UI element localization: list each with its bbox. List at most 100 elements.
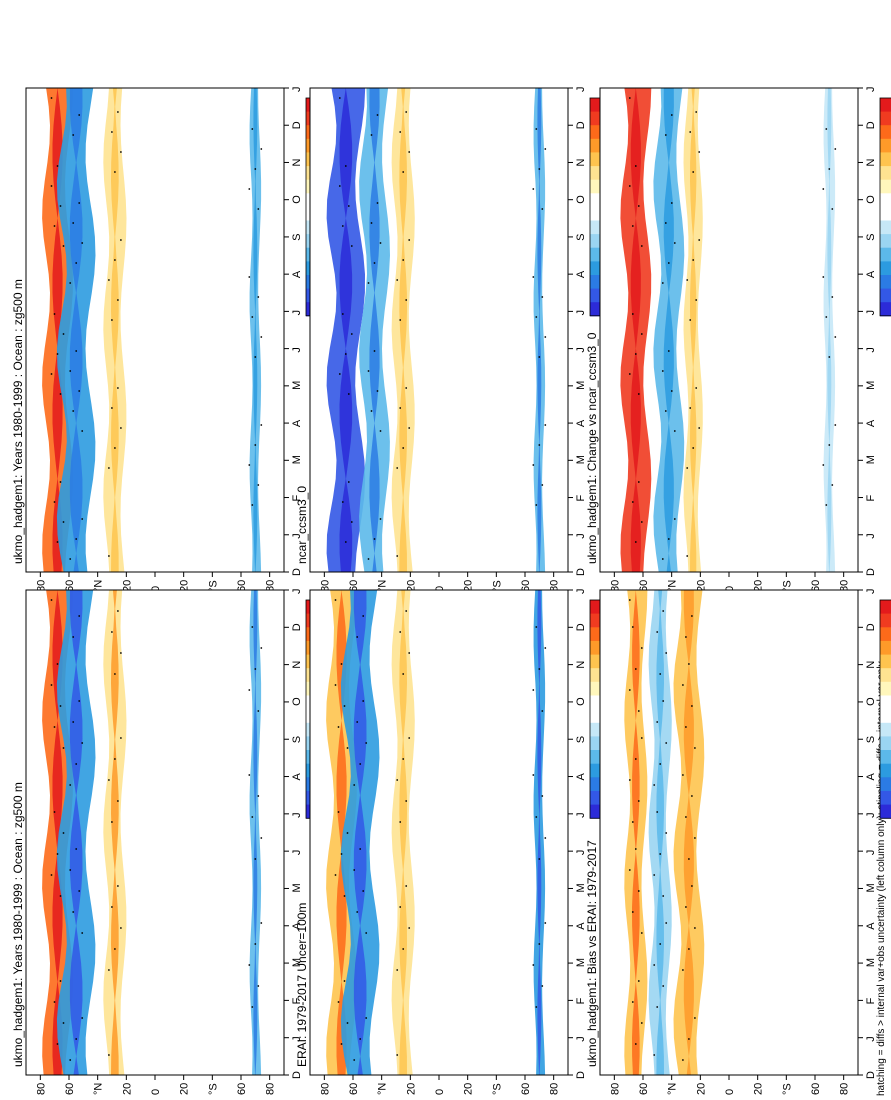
stipple-dot <box>396 555 398 557</box>
stipple-dot <box>405 610 407 612</box>
stipple-dot <box>78 202 80 204</box>
stipple-dot <box>63 832 65 834</box>
stipple-dot <box>641 737 643 739</box>
stipple-dot <box>254 943 256 945</box>
month-tick-label: M <box>865 958 877 967</box>
stipple-dot <box>396 1054 398 1056</box>
month-tick-label: J <box>865 812 877 818</box>
stipple-dot <box>353 784 355 786</box>
lat-tick-label: 20 <box>463 1083 475 1095</box>
stipple-dot <box>694 1017 696 1019</box>
stipple-dot <box>338 811 340 813</box>
stipple-dot <box>120 652 122 654</box>
stipple-dot <box>63 747 65 749</box>
stipple-dot <box>339 373 341 375</box>
stipple-dot <box>78 890 80 892</box>
stipple-dot <box>532 276 534 278</box>
stipple-dot <box>635 165 637 167</box>
stipple-dot <box>538 356 540 358</box>
stipple-dot <box>108 969 110 971</box>
stipple-dot <box>342 225 344 227</box>
month-tick-label: S <box>291 234 303 241</box>
stipple-dot <box>671 202 673 204</box>
month-tick-label: D <box>575 623 587 631</box>
stipple-dot <box>632 501 634 503</box>
colorbar-swatch <box>880 152 891 166</box>
stipple-dot <box>641 245 643 247</box>
stipple-dot <box>348 205 350 207</box>
stipple-dot <box>828 168 830 170</box>
month-tick-label: O <box>865 195 877 204</box>
stipple-dot <box>344 705 346 707</box>
stipple-dot <box>665 832 667 834</box>
stipple-dot <box>60 393 62 395</box>
lat-tick-label: 80 <box>839 1083 851 1095</box>
stipple-dot <box>51 97 53 99</box>
lat-tick-label: °S <box>491 1083 503 1095</box>
colorbar-swatch <box>880 275 891 289</box>
colorbar-swatch <box>880 709 891 723</box>
stipple-dot <box>638 800 640 802</box>
lat-tick-label: 60 <box>348 1083 360 1095</box>
stipple-dot <box>117 387 119 389</box>
month-tick-label: D <box>865 1071 877 1079</box>
panel-0: 80 60 °N 20 0 20 °S 60 80DJFMAMJJASONDJukmo_hadg… <box>11 87 341 593</box>
stipple-dot <box>359 763 361 765</box>
month-tick-label: N <box>575 158 587 166</box>
stipple-dot <box>51 185 53 187</box>
stipple-dot <box>341 853 343 855</box>
stipple-dot <box>544 424 546 426</box>
colorbar-swatch <box>880 750 891 764</box>
stipple-dot <box>686 467 688 469</box>
stipple-dot <box>51 373 53 375</box>
lat-tick-label: 0 <box>724 1089 736 1095</box>
stipple-dot <box>408 652 410 654</box>
stipple-dot <box>254 668 256 670</box>
stipple-dot <box>638 710 640 712</box>
stipple-dot <box>671 390 673 392</box>
month-tick-label: J <box>575 589 587 595</box>
stipple-dot <box>665 222 667 224</box>
stipple-dot <box>632 626 634 628</box>
stipple-dot <box>248 964 250 966</box>
colorbar-swatch <box>880 139 891 153</box>
stipple-dot <box>689 407 691 409</box>
month-tick-label: A <box>291 773 303 781</box>
month-tick-label: D <box>291 568 303 576</box>
stipple-dot <box>692 259 694 261</box>
lat-tick-label: 20 <box>121 1083 133 1095</box>
stipple-dot <box>251 128 253 130</box>
lat-tick-label: 80 <box>549 1083 561 1095</box>
stipple-dot <box>75 350 77 352</box>
stipple-dot <box>114 171 116 173</box>
stipple-dot <box>51 684 53 686</box>
lat-tick-label: 60 <box>64 1083 76 1095</box>
stipple-dot <box>114 673 116 675</box>
stipple-dot <box>653 784 655 786</box>
stipple-dot <box>251 1006 253 1008</box>
stipple-dot <box>111 131 113 133</box>
month-tick-label: S <box>865 736 877 743</box>
stipple-dot <box>248 276 250 278</box>
stipple-dot <box>69 869 71 871</box>
month-tick-label: S <box>291 736 303 743</box>
lat-tick-label: 20 <box>695 1083 707 1095</box>
colorbar-swatch <box>880 180 891 194</box>
colorbar-swatch <box>880 627 891 641</box>
stipple-dot <box>659 763 661 765</box>
stipple-dot <box>399 319 401 321</box>
stipple-dot <box>408 927 410 929</box>
lat-tick-label: 20 <box>179 1083 191 1095</box>
stipple-dot <box>63 521 65 523</box>
stipple-dot <box>117 299 119 301</box>
stipple-dot <box>682 1059 684 1061</box>
stipple-dot <box>635 758 637 760</box>
stipple-dot <box>78 390 80 392</box>
stipple-dot <box>535 316 537 318</box>
stipple-dot <box>111 631 113 633</box>
lat-tick-label: °N <box>377 1083 389 1095</box>
lat-tick-label: °S <box>207 1083 219 1095</box>
colorbar-swatch <box>880 668 891 682</box>
stipple-dot <box>629 97 631 99</box>
stipple-dot <box>544 148 546 150</box>
